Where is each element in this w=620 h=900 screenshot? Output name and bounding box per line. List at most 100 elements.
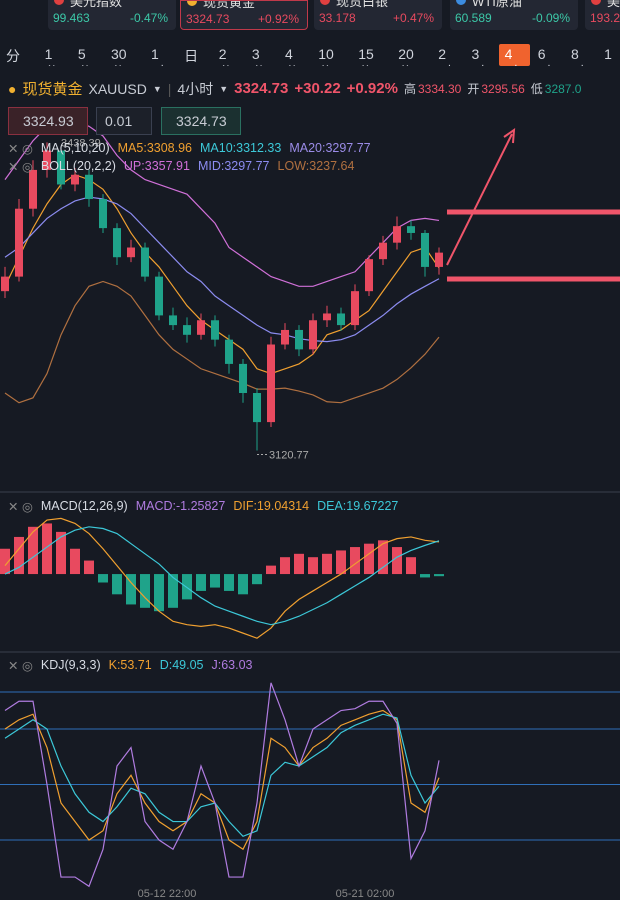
macd-bar	[224, 574, 234, 591]
ticker-change: +0.47%	[392, 11, 434, 25]
period-tab[interactable]: 8时	[570, 46, 585, 66]
period-tab[interactable]: 1时	[151, 46, 165, 66]
macd-bar	[140, 574, 150, 608]
arrow-head	[503, 127, 516, 144]
bid-button[interactable]: 3324.93	[8, 107, 88, 135]
candle-body	[295, 329, 303, 350]
macd-bar	[420, 574, 430, 578]
low: 3287.0	[544, 81, 582, 96]
ticker-card[interactable]: 美 193.2	[585, 0, 620, 30]
period-tab[interactable]: 1	[604, 46, 612, 62]
ticker-name: 美元指数	[70, 0, 123, 9]
icon[interactable]: ✕ ◎	[8, 500, 33, 514]
ticker-card[interactable]: 现货黄金 3324.73 +0.92%	[180, 0, 308, 30]
price: 3324.73	[234, 80, 289, 97]
indicator-label: MACD(12,26,9)	[40, 499, 128, 513]
period-tab[interactable]: 10分	[318, 46, 334, 66]
candle-body	[43, 150, 51, 170]
gold-icon: ●	[8, 80, 17, 97]
period-tab[interactable]: 4时	[498, 44, 530, 66]
macd-bar	[28, 526, 38, 575]
macd-bar	[42, 523, 52, 575]
sep: |	[167, 80, 172, 97]
symbol[interactable]: XAUUSD	[88, 80, 147, 97]
candle-body	[29, 169, 37, 209]
ticker-card[interactable]: WTI原油 60.589 -0.09%	[450, 0, 578, 30]
ticker-change: -0.09%	[531, 11, 570, 25]
indicator-label: KDJ(9,3,3)	[40, 658, 101, 672]
qty-input[interactable]: 0.01	[96, 107, 152, 135]
candle-body	[211, 320, 219, 340]
period-tab[interactable]: 3分	[251, 46, 266, 66]
macd-bar	[168, 574, 178, 608]
ticker-card[interactable]: 美元指数 99.463 -0.47%	[48, 0, 176, 30]
high-label: 高	[403, 82, 416, 96]
low-label: 低	[530, 82, 543, 96]
macd-bar	[336, 550, 346, 575]
indicator-value: UP:3357.91	[123, 159, 190, 173]
period-tab[interactable]: 2时	[438, 46, 452, 66]
period-tab[interactable]: 15分	[358, 46, 374, 66]
date-label: 05-21 02:00	[336, 888, 395, 900]
indicator-line	[4, 174, 440, 375]
ticker-icon	[320, 0, 330, 5]
period-tab[interactable]: 6时	[537, 46, 552, 66]
period-tab[interactable]: 1分	[44, 46, 59, 66]
indicator-legend: ✕ ◎ MACD(12,26,9) MACD:-1.25827 DIF:19.0431…	[8, 499, 398, 514]
candle-body	[351, 291, 359, 326]
period-tab[interactable]: 30分	[110, 46, 127, 66]
period-tab[interactable]: 5分	[77, 46, 92, 66]
period-tab[interactable]: 20分	[398, 46, 414, 66]
period[interactable]: 4小时	[177, 80, 214, 97]
period-tab[interactable]: 3时	[471, 46, 485, 66]
macd-bar	[98, 574, 108, 583]
ticker-price: 33.178	[319, 11, 356, 25]
indicator-value: MACD:-1.25827	[135, 499, 226, 513]
icon[interactable]: ✕ ◎	[8, 659, 33, 673]
indicator-label: BOLL(20,2,2)	[40, 159, 116, 173]
change-pct: +0.92%	[346, 80, 398, 97]
period-tab[interactable]: 2分	[218, 46, 233, 66]
macd-bar	[406, 557, 416, 575]
macd-bar	[14, 536, 24, 575]
indicator-value: K:53.71	[108, 658, 152, 672]
candle-body	[379, 242, 387, 260]
macd-bar	[126, 574, 136, 605]
candle-body	[365, 259, 373, 292]
candle-body	[155, 276, 163, 316]
candle-body	[85, 174, 93, 200]
ticker-name: 美	[607, 0, 620, 9]
candle-body	[99, 199, 107, 229]
period-tab[interactable]: 4分	[285, 46, 299, 66]
candle-body	[141, 247, 149, 277]
macd-bar	[350, 547, 360, 575]
ask-button[interactable]: 3324.73	[161, 107, 241, 135]
candle-body	[1, 276, 9, 292]
indicator-value: DIF:19.04314	[233, 499, 310, 513]
macd-bar	[0, 548, 10, 575]
candle-body	[421, 232, 429, 267]
drawn-arrow	[446, 133, 513, 266]
macd-bar	[280, 557, 290, 575]
ticker-card[interactable]: 现货白银 33.178 +0.47%	[314, 0, 442, 30]
indicator-line	[4, 280, 440, 404]
high: 3334.30	[417, 81, 462, 96]
candle-body	[15, 208, 23, 277]
icon[interactable]: ✕ ◎	[8, 160, 33, 174]
indicator-line	[4, 517, 440, 639]
macd-bar	[308, 557, 318, 575]
open: 3295.56	[481, 81, 525, 96]
open-label: 开	[467, 82, 480, 96]
macd-bar	[112, 574, 122, 595]
icon[interactable]: ✕ ◎	[8, 142, 33, 156]
indicator-legend: ✕ ◎ KDJ(9,3,3) K:53.71 D:49.05 J:63.03	[8, 658, 253, 673]
name: 现货黄金	[22, 81, 83, 98]
period-tab[interactable]: 分时	[6, 48, 20, 64]
candle-body	[239, 363, 247, 394]
ticker-name: WTI原油	[472, 0, 522, 9]
macd-bar	[364, 543, 374, 575]
ticker-icon	[591, 0, 601, 5]
macd-bar	[154, 574, 164, 612]
period-tab[interactable]: 日K	[184, 48, 199, 64]
indicator-line	[4, 526, 440, 626]
